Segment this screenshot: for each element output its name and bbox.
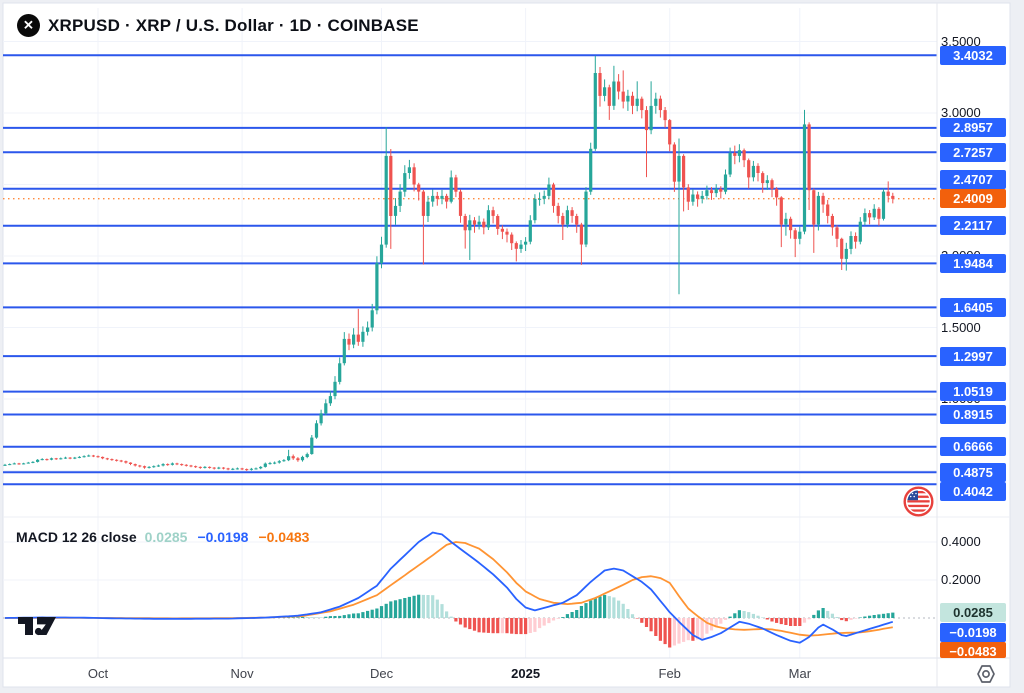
indicator-value-macd: −0.0198 [197,529,249,545]
macd-indicator-legend[interactable]: MACD 12 26 close 0.0285 −0.0198 −0.0483 [16,529,309,545]
indicator-value-label-macd: −0.0198 [940,622,1006,642]
price-level-label: 0.6666 [940,437,1006,457]
indicator-tick-label: 0.2000 [941,572,981,587]
price-level-label: 2.4707 [940,169,1006,189]
price-level-label: 0.4042 [940,482,1006,502]
indicator-tick-label: 0.4000 [941,534,981,549]
time-axis-label-mar: Mar [788,666,812,681]
indicator-name: MACD 12 26 close [16,529,137,545]
us-flag-icon [903,486,934,522]
time-axis-label-oct: Oct [87,666,109,681]
indicator-value-label-signal: −0.0483 [940,642,1006,658]
price-level-label: 0.8915 [940,405,1006,424]
symbol-title: XRPUSD · XRP / U.S. Dollar · 1D · COINBA… [48,15,419,35]
price-level-label: 1.6405 [940,297,1006,317]
current-price-label: 2.4009 [940,189,1006,209]
indicator-value-signal: −0.0483 [258,529,310,545]
indicator-value-label-hist: 0.0285 [940,603,1006,623]
price-level-label: 2.2117 [940,216,1006,236]
time-axis-label-dec: Dec [369,666,394,681]
settings-icon[interactable] [974,662,998,691]
time-axis-label-2025: 2025 [511,666,541,681]
indicator-value-histogram: 0.0285 [144,529,188,545]
price-level-label: 3.4032 [940,45,1006,65]
indicator-values: 0.0285 −0.0198 −0.0483 [145,529,310,545]
price-level-label: 1.0519 [940,382,1006,402]
tradingview-logo[interactable] [16,610,60,645]
price-level-label: 0.4875 [940,462,1006,482]
price-tick-label: 3.0000 [941,105,981,120]
price-tick-label: 1.5000 [941,319,981,335]
price-level-label: 2.8957 [940,118,1006,138]
time-axis-label-feb: Feb [658,666,681,681]
time-axis-label-nov: Nov [230,666,254,681]
chart-header: ✕ XRPUSD · XRP / U.S. Dollar · 1D · COIN… [17,14,419,37]
price-tick-label: 3.5000 [941,33,981,49]
price-level-label: 1.2997 [940,346,1006,366]
price-level-label: 2.7257 [940,142,1006,162]
xrp-logo-icon: ✕ [17,14,40,37]
price-level-label: 1.9484 [940,253,1006,273]
